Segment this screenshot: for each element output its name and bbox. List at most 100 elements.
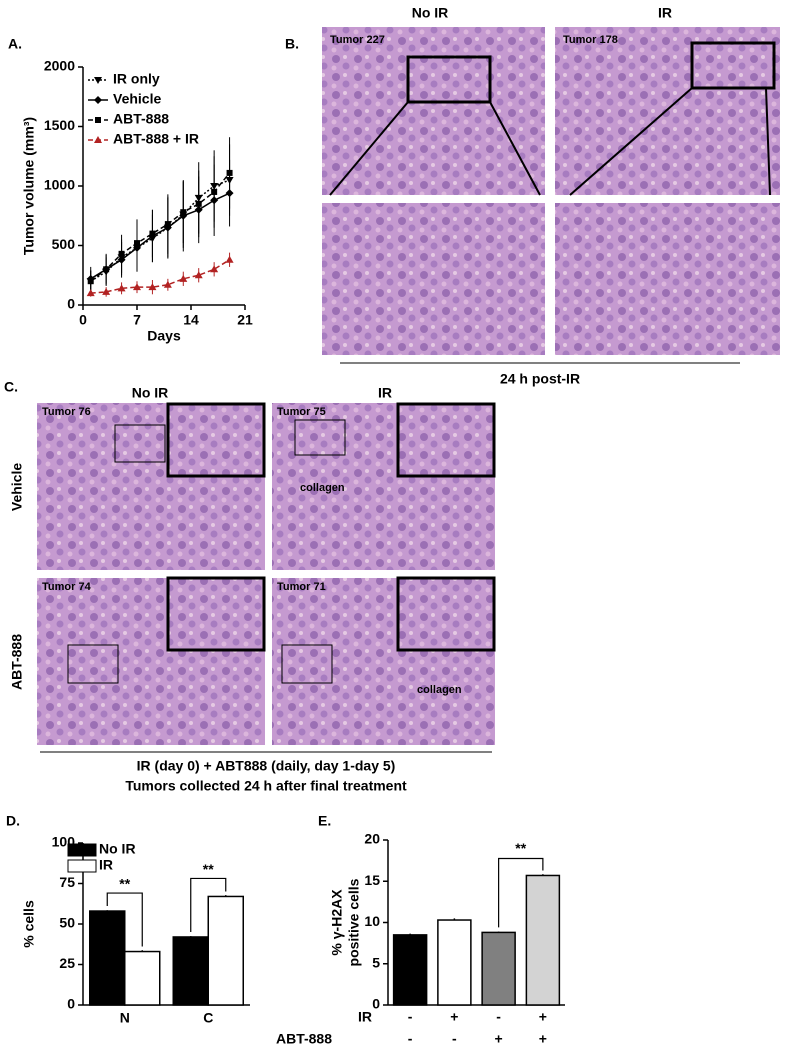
marker <box>133 283 141 291</box>
zoom-line <box>329 101 409 196</box>
panel-label: D. <box>6 813 20 829</box>
bar <box>89 910 126 1006</box>
column-label: IR <box>378 385 392 401</box>
x-tick-label: 14 <box>183 312 199 328</box>
y-tick-label: 50 <box>59 915 75 931</box>
marker <box>211 188 218 195</box>
bar <box>172 936 209 1006</box>
y-tick-label: 1500 <box>44 117 75 133</box>
legend-label: ABT-888 + IR <box>113 131 199 147</box>
y-tick-label: 0 <box>67 996 75 1012</box>
condition-level: + <box>539 1031 547 1047</box>
marker <box>225 255 234 263</box>
inset <box>166 576 266 652</box>
y-axis-label: % γ-H2AX <box>329 889 345 956</box>
marker <box>164 221 171 228</box>
annotation: collagen <box>300 482 345 494</box>
marker <box>117 284 126 292</box>
inset <box>166 402 266 478</box>
inset <box>396 402 496 478</box>
marker <box>194 271 203 279</box>
annotation: collagen <box>417 684 462 696</box>
y-tick-label: 0 <box>372 996 380 1012</box>
bar <box>392 934 428 1006</box>
y-tick-label: 10 <box>364 913 380 929</box>
y-tick-label: 0 <box>67 296 75 312</box>
panel-label: E. <box>318 813 331 829</box>
zoom-line <box>489 101 541 196</box>
marker <box>134 240 140 247</box>
bar <box>207 895 244 1006</box>
legend-marker <box>94 77 102 84</box>
marker <box>86 289 95 297</box>
significance: ** <box>515 840 526 856</box>
marker <box>180 209 187 216</box>
x-tick-label: N <box>120 1010 130 1026</box>
legend-label: ABT-888 <box>113 111 169 127</box>
y-tick-label: 20 <box>364 831 380 847</box>
marker <box>149 230 156 237</box>
condition-level: + <box>539 1009 547 1025</box>
marker <box>226 169 233 176</box>
marker <box>163 280 172 288</box>
legend-marker <box>95 117 101 123</box>
caption: IR (day 0) + ABT888 (daily, day 1-day 5) <box>137 758 396 774</box>
y-tick-label: 5 <box>372 954 380 970</box>
y-tick-label: 75 <box>59 874 75 890</box>
condition-level: - <box>408 1031 413 1047</box>
x-tick-label: 21 <box>237 312 253 328</box>
legend-swatch <box>67 859 97 873</box>
zoom-box <box>114 424 166 463</box>
image <box>555 27 780 195</box>
condition-label: IR <box>358 1009 372 1025</box>
panel-label: B. <box>285 36 299 52</box>
bar <box>124 950 161 1006</box>
marker <box>118 250 125 257</box>
significance: ** <box>203 861 214 877</box>
y-axis-label: positive cells <box>346 878 362 966</box>
tumor-label: Tumor 227 <box>330 34 385 46</box>
image <box>322 203 545 355</box>
condition-label: ABT-888 <box>276 1031 332 1047</box>
bar <box>525 874 561 1006</box>
zoom-box <box>690 41 776 90</box>
column-label: No IR <box>132 385 169 401</box>
legend-label: No IR <box>99 841 136 857</box>
y-axis-label: % cells <box>21 900 37 948</box>
x-tick-label: C <box>203 1010 213 1026</box>
image <box>272 578 495 745</box>
inset <box>396 576 496 652</box>
tumor-label: Tumor 75 <box>277 406 326 418</box>
y-tick-label: 15 <box>364 872 380 888</box>
legend-marker <box>94 136 102 143</box>
row-label: ABT-888 <box>9 634 25 690</box>
x-tick-label: 7 <box>133 312 141 328</box>
condition-level: - <box>452 1031 457 1047</box>
significance-bracket <box>106 892 143 947</box>
zoom-box <box>406 55 492 104</box>
series-line <box>90 192 230 280</box>
column-label: No IR <box>412 5 449 21</box>
y-axis-label: Tumor volume (mm³) <box>21 117 37 255</box>
zoom-line <box>765 87 771 196</box>
image <box>322 27 545 195</box>
image <box>37 578 265 745</box>
marker <box>102 287 111 295</box>
image <box>37 403 265 570</box>
y-tick-label: 500 <box>52 236 76 252</box>
tumor-label: Tumor 76 <box>42 406 91 418</box>
legend-marker <box>94 96 102 104</box>
zoom-box <box>67 644 119 684</box>
x-tick-label: 0 <box>79 312 87 328</box>
tumor-label: Tumor 178 <box>563 34 618 46</box>
y-tick-label: 1000 <box>44 177 75 193</box>
panel-label: C. <box>4 379 18 395</box>
x-axis-label: Days <box>147 328 181 344</box>
legend-label: IR <box>99 857 113 873</box>
y-tick-label: 25 <box>59 955 75 971</box>
zoom-line <box>569 87 693 196</box>
marker <box>103 266 110 273</box>
image <box>555 203 780 355</box>
tumor-label: Tumor 71 <box>277 581 326 593</box>
